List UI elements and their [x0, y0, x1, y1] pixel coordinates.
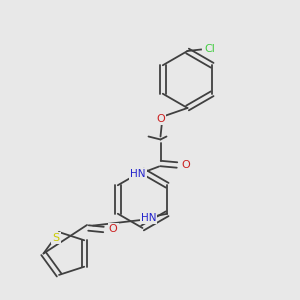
Text: Cl: Cl [205, 44, 215, 55]
Text: HN: HN [130, 169, 146, 179]
Text: O: O [156, 113, 165, 124]
Text: S: S [52, 233, 60, 243]
Text: O: O [182, 160, 190, 170]
Text: O: O [109, 224, 118, 235]
Text: HN: HN [141, 213, 156, 223]
